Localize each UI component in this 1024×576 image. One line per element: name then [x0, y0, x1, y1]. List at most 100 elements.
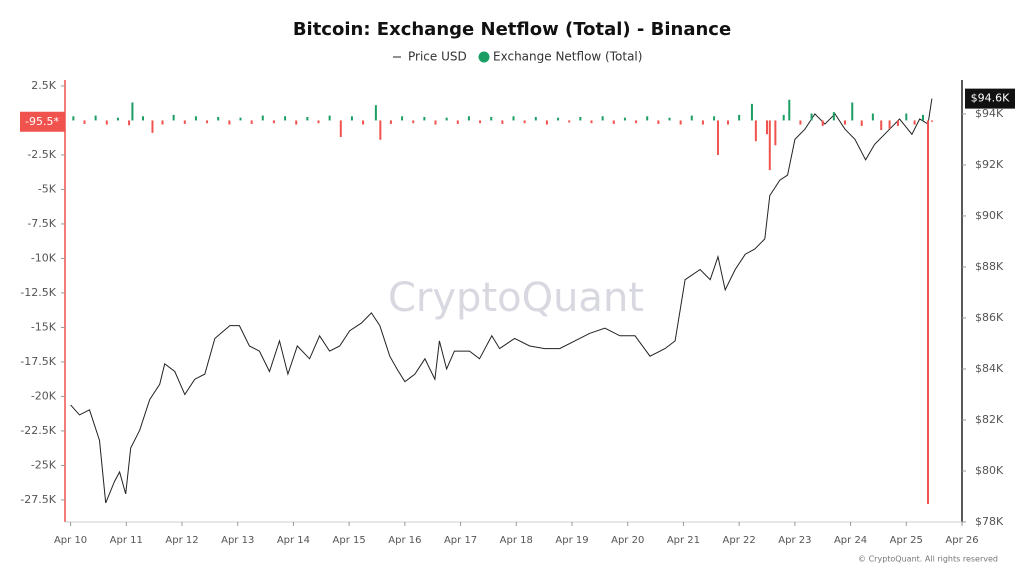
- netflow-bar: [635, 120, 638, 124]
- netflow-bar: [851, 102, 854, 121]
- netflow-bar: [782, 114, 785, 121]
- netflow-bar: [83, 120, 86, 124]
- netflow-bar: [612, 120, 615, 124]
- netflow-bar: [922, 114, 924, 121]
- netflow-bar: [161, 120, 164, 125]
- netflow-bar: [272, 120, 275, 124]
- netflow-bar: [679, 120, 682, 125]
- netflow-bar: [412, 120, 415, 124]
- netflow-bar: [844, 120, 846, 125]
- netflow-bar: [738, 114, 741, 121]
- x-tick-label: Apr 23: [778, 535, 811, 546]
- x-tick-label: Apr 11: [110, 535, 143, 546]
- netflow-bar: [716, 120, 719, 155]
- last-netflow-label: -95.5*: [25, 115, 59, 128]
- footer: © CryptoQuant. All rights reserved: [858, 555, 998, 564]
- netflow-bar: [534, 116, 537, 121]
- netflow-bar: [362, 120, 365, 125]
- y2-tick-label: $78K: [975, 515, 1004, 528]
- netflow-bar: [668, 117, 671, 121]
- netflow-bar: [434, 120, 437, 125]
- netflow-bar: [501, 120, 504, 124]
- y-tick-label: -25K: [31, 458, 57, 471]
- y-tick-label: -5K: [38, 182, 57, 195]
- y2-tick-label: $82K: [975, 413, 1004, 426]
- x-tick-label: Apr 10: [54, 535, 87, 546]
- last-price-label: $94.6K: [971, 92, 1010, 105]
- netflow-bar: [579, 116, 582, 121]
- netflow-bar: [456, 120, 459, 124]
- netflow-bar: [623, 117, 626, 121]
- netflow-bar: [754, 120, 757, 142]
- netflow-bar: [131, 102, 134, 121]
- x-tick-label: Apr 22: [723, 535, 756, 546]
- y2-tick-label: $88K: [975, 260, 1004, 273]
- netflow-bar: [880, 120, 883, 131]
- x-tick-label: Apr 13: [221, 535, 254, 546]
- y2-tick-label: $92K: [975, 158, 1004, 171]
- netflow-bar: [306, 116, 309, 121]
- y-tick-label: -15K: [31, 320, 57, 333]
- netflow-bar: [810, 113, 813, 121]
- netflow-bar: [250, 120, 253, 124]
- x-tick-label: Apr 12: [165, 535, 198, 546]
- chart-title: Bitcoin: Exchange Netflow (Total) - Bina…: [293, 19, 731, 40]
- netflow-bar: [172, 114, 175, 121]
- y2-tick-label: $86K: [975, 311, 1004, 324]
- netflow-bar: [750, 103, 753, 121]
- netflow-bar: [905, 113, 908, 121]
- netflow-bar: [317, 120, 320, 124]
- netflow-bar: [799, 120, 802, 125]
- netflow-bar: [479, 120, 482, 124]
- y2-tick-label: $90K: [975, 209, 1004, 222]
- netflow-bar: [646, 116, 649, 121]
- netflow-bar: [930, 120, 933, 122]
- netflow-bar: [788, 99, 791, 121]
- netflow-bar: [328, 115, 331, 121]
- y-tick-label: -17.5K: [20, 355, 56, 368]
- netflow-bar: [568, 120, 571, 123]
- netflow-bar: [116, 117, 119, 121]
- netflow-bar: [151, 120, 154, 133]
- x-tick-label: Apr 14: [277, 535, 310, 546]
- netflow-bar: [94, 115, 97, 121]
- netflow-bar: [206, 120, 209, 124]
- netflow-bar: [657, 120, 660, 124]
- netflow-bar: [261, 115, 264, 121]
- netflow-bar: [871, 113, 874, 121]
- netflow-bar: [401, 116, 404, 121]
- netflow-bar: [713, 116, 716, 121]
- x-tick-label: Apr 24: [834, 535, 867, 546]
- netflow-bar: [467, 116, 470, 121]
- netflow-bar: [350, 116, 353, 121]
- legend-swatch: [478, 51, 490, 63]
- last-netflow-box: [20, 111, 65, 132]
- x-tick-label: Apr 20: [611, 535, 644, 546]
- price-line: [70, 98, 933, 504]
- netflow-bar: [523, 120, 526, 124]
- netflow-bar: [295, 120, 298, 125]
- x-tick-label: Apr 26: [945, 535, 978, 546]
- x-tick-label: Apr 21: [667, 535, 700, 546]
- netflow-bar: [72, 116, 75, 121]
- y-tick-label: -10K: [31, 251, 57, 264]
- netflow-bar: [896, 120, 899, 126]
- netflow-bar: [339, 120, 342, 137]
- netflow-bar: [183, 120, 186, 124]
- netflow-bar: [142, 116, 144, 121]
- netflow-bar: [601, 116, 604, 121]
- netflow-bar: [105, 120, 108, 125]
- netflow-bar: [690, 115, 693, 121]
- netflow-bar: [590, 120, 593, 124]
- netflow-bar: [727, 120, 729, 125]
- netflow-bar: [821, 120, 824, 126]
- x-tick-label: Apr 17: [444, 535, 477, 546]
- netflow-bar: [194, 116, 197, 121]
- netflow-bar: [766, 120, 768, 135]
- netflow-bar: [423, 116, 426, 121]
- netflow-bar: [379, 120, 382, 140]
- y-tick-label: 2.5K: [31, 79, 56, 92]
- netflow-bar: [374, 105, 377, 121]
- netflow-bar: [557, 117, 560, 121]
